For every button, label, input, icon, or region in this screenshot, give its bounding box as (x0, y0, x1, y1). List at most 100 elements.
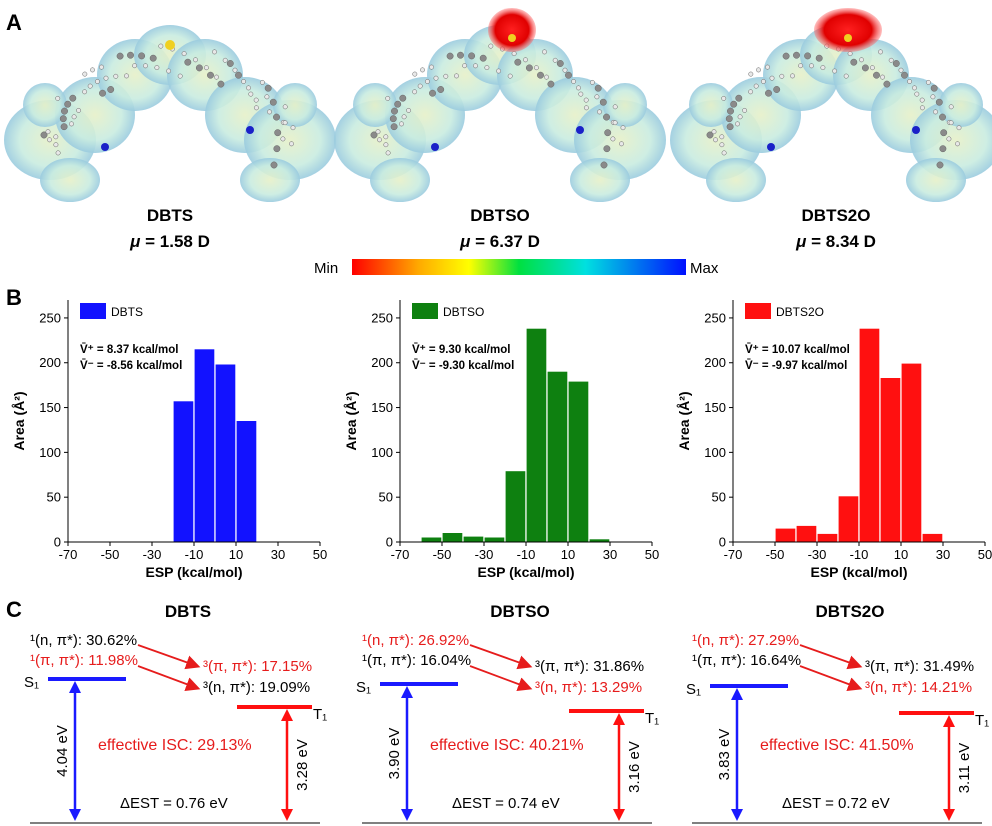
colorbar-gradient (352, 259, 686, 275)
atom (226, 60, 234, 67)
t1-composition: ³(π, π*): 31.49% (865, 658, 974, 675)
atom (578, 91, 584, 97)
atom (873, 71, 880, 79)
atom (385, 95, 391, 101)
atom (713, 137, 718, 143)
atom (600, 161, 608, 169)
x-tick-label: -10 (850, 547, 869, 562)
histogram-bar (215, 364, 236, 542)
atom (919, 105, 925, 111)
y-tick-label: 50 (712, 490, 726, 505)
diagram-title: DBTS2O (816, 602, 885, 621)
atom (604, 129, 612, 137)
y-tick-label: 50 (47, 490, 61, 505)
t1-composition: ³(n, π*): 13.29% (535, 679, 642, 696)
dipole-moment: μ = 6.37 D (459, 232, 540, 251)
histogram-bar (817, 533, 838, 542)
atom (537, 71, 544, 79)
atom (748, 89, 754, 95)
atom (907, 79, 913, 84)
arrow-head (613, 713, 625, 725)
s1-composition: ¹(π, π*): 16.04% (362, 652, 471, 669)
histogram-bar (505, 471, 526, 542)
y-tick-label: 0 (54, 535, 61, 550)
y-axis-label: Area (Å²) (343, 391, 359, 450)
atom (798, 63, 804, 69)
atom (782, 52, 790, 60)
atom (769, 75, 775, 81)
y-tick-label: 250 (39, 310, 61, 325)
atom (259, 79, 265, 85)
panel-label-b: B (6, 285, 22, 310)
atom (457, 51, 464, 59)
x-tick-label: -30 (808, 547, 827, 562)
y-tick-label: 250 (704, 310, 726, 325)
atom (207, 71, 214, 79)
y-tick-label: 150 (371, 400, 393, 415)
atom (936, 161, 944, 169)
histogram-bar (442, 533, 463, 542)
atom (765, 64, 770, 70)
molecule-map (4, 25, 336, 202)
atom (443, 73, 449, 79)
atom (424, 79, 430, 84)
atom (525, 64, 533, 72)
atom (217, 80, 225, 88)
atom (955, 141, 960, 147)
atom (843, 73, 849, 79)
y-tick-label: 100 (371, 445, 393, 460)
x-tick-label: -50 (766, 547, 785, 562)
atom (888, 57, 894, 63)
atom (730, 100, 738, 108)
atom (406, 107, 412, 113)
atom (246, 85, 251, 91)
diagram-title: DBTSO (490, 602, 550, 621)
arrow-head (613, 809, 625, 821)
atom (619, 141, 624, 147)
y-tick-label: 100 (39, 445, 61, 460)
atom (727, 107, 734, 115)
esp-surface-blob (570, 158, 630, 202)
atom (53, 134, 59, 140)
atom (267, 109, 272, 115)
atom (612, 120, 618, 126)
atom (878, 49, 883, 55)
atom (158, 43, 164, 49)
atom (59, 115, 67, 123)
atom (488, 43, 494, 49)
molecule-name: DBTS2O (802, 206, 871, 225)
s1-composition: ¹(n, π*): 27.29% (692, 632, 799, 649)
atom (390, 123, 398, 131)
histogram-bar (484, 537, 505, 542)
atom (612, 104, 618, 110)
nitrogen-atom (431, 143, 439, 151)
atom (594, 94, 600, 100)
atom (939, 113, 946, 121)
oxygen-negative-region (814, 8, 882, 52)
esp-surface-blob (906, 158, 966, 202)
esp-average-annotation: V̄⁺ = 9.30 kcal/mol (412, 344, 510, 356)
atom (127, 51, 134, 59)
x-tick-label: -70 (391, 547, 410, 562)
delta-est: ΔEST = 0.76 eV (120, 795, 228, 812)
s1-label: S₁ (686, 681, 701, 698)
atom (399, 121, 404, 127)
atom (484, 65, 490, 71)
atom (399, 94, 407, 102)
legend-label: DBTSO (443, 305, 484, 319)
atom (113, 73, 119, 79)
atom (149, 54, 157, 62)
atom (64, 100, 72, 108)
y-tick-label: 200 (704, 355, 726, 370)
atom (946, 136, 952, 142)
histogram-bar (463, 536, 484, 542)
histogram-bar (859, 328, 880, 542)
diagram-title: DBTS (165, 602, 211, 621)
atom (412, 89, 418, 95)
x-tick-label: -30 (475, 547, 494, 562)
atom (116, 52, 124, 60)
atom (55, 150, 61, 156)
x-tick-label: -70 (59, 547, 78, 562)
atom (103, 75, 109, 81)
